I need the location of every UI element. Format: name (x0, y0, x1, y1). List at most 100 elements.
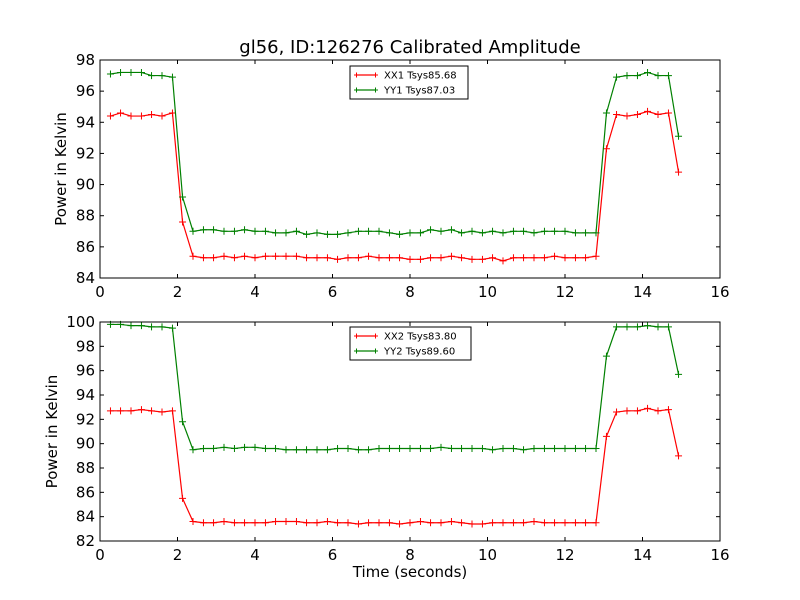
data-point (489, 519, 497, 527)
data-point (447, 518, 455, 526)
x-tick-label: 14 (633, 283, 652, 301)
data-point (385, 445, 393, 453)
data-point (354, 446, 362, 454)
data-point (654, 407, 662, 415)
data-point (458, 445, 466, 453)
data-point (292, 252, 300, 260)
data-point (561, 519, 569, 527)
data-point (592, 519, 600, 527)
data-point (520, 227, 528, 235)
data-point (561, 227, 569, 235)
data-point (623, 112, 631, 120)
data-point (644, 404, 652, 412)
data-point (499, 229, 507, 237)
data-point (396, 230, 404, 238)
data-point (137, 68, 145, 76)
data-point (117, 109, 125, 117)
data-point (292, 446, 300, 454)
y-tick-label: 96 (76, 82, 95, 100)
data-point (282, 518, 290, 526)
data-point (375, 519, 383, 527)
data-point (199, 445, 207, 453)
data-point (437, 519, 445, 527)
data-point (251, 519, 259, 527)
data-point (602, 432, 610, 440)
data-point (509, 254, 517, 262)
data-point (478, 255, 486, 263)
data-point (158, 408, 166, 416)
data-point (127, 112, 135, 120)
data-point (551, 227, 559, 235)
data-point (396, 445, 404, 453)
data-point (468, 520, 476, 528)
data-point (530, 445, 538, 453)
data-point (571, 519, 579, 527)
y-tick-label: 84 (76, 508, 95, 526)
data-point (365, 252, 373, 260)
data-point (189, 518, 197, 526)
data-point (241, 443, 249, 451)
data-point (344, 254, 352, 262)
data-point (623, 407, 631, 415)
data-point (117, 407, 125, 415)
data-point (282, 446, 290, 454)
legend-marker (354, 72, 378, 78)
data-point (292, 518, 300, 526)
data-point (664, 406, 672, 414)
data-point (468, 445, 476, 453)
y-tick-label: 94 (76, 113, 95, 131)
data-point (323, 254, 331, 262)
data-point (313, 254, 321, 262)
data-point (179, 218, 187, 226)
data-point (230, 519, 238, 527)
data-point (261, 252, 269, 260)
x-tick-label: 8 (405, 546, 415, 564)
data-point (582, 229, 590, 237)
data-point (592, 252, 600, 260)
legend-label: YY2 Tsys89.60 (383, 347, 455, 358)
data-point (168, 73, 176, 81)
data-point (220, 443, 228, 451)
x-tick-label: 2 (173, 546, 183, 564)
data-point (406, 445, 414, 453)
y-tick-label: 98 (76, 337, 95, 355)
legend-marker (354, 348, 378, 354)
data-point (261, 519, 269, 527)
data-point (416, 229, 424, 237)
data-point (158, 323, 166, 331)
data-point (489, 446, 497, 454)
x-tick-label: 4 (250, 546, 260, 564)
data-point (499, 519, 507, 527)
data-point (427, 519, 435, 527)
subplot-1: 0 2 4 6 8 10 12 14 16 84 86 88 90 92 94 96 98 Power in Ke… (52, 51, 730, 301)
y-axis-label: Power in Kelvin (52, 112, 70, 226)
data-point (675, 168, 683, 176)
data-point (406, 519, 414, 527)
data-point (230, 227, 238, 235)
legend-label: XX1 Tsys85.68 (384, 71, 457, 82)
data-point (551, 445, 559, 453)
x-tick-label: 12 (555, 283, 574, 301)
data-point (199, 519, 207, 527)
data-point (210, 445, 218, 453)
data-point (334, 519, 342, 527)
data-point (323, 518, 331, 526)
data-point (582, 445, 590, 453)
y-tick-label: 86 (76, 483, 95, 501)
data-point (210, 519, 218, 527)
data-point (489, 227, 497, 235)
data-point (406, 229, 414, 237)
data-point (148, 407, 156, 415)
y-tick-label: 84 (76, 269, 95, 287)
data-point (633, 111, 641, 118)
data-point (272, 252, 280, 260)
data-point (344, 229, 352, 237)
data-point (375, 254, 383, 262)
data-point (654, 323, 662, 331)
data-point (571, 229, 579, 237)
data-point (354, 254, 362, 262)
data-point (437, 443, 445, 451)
data-point (675, 132, 683, 140)
data-point (303, 254, 311, 262)
